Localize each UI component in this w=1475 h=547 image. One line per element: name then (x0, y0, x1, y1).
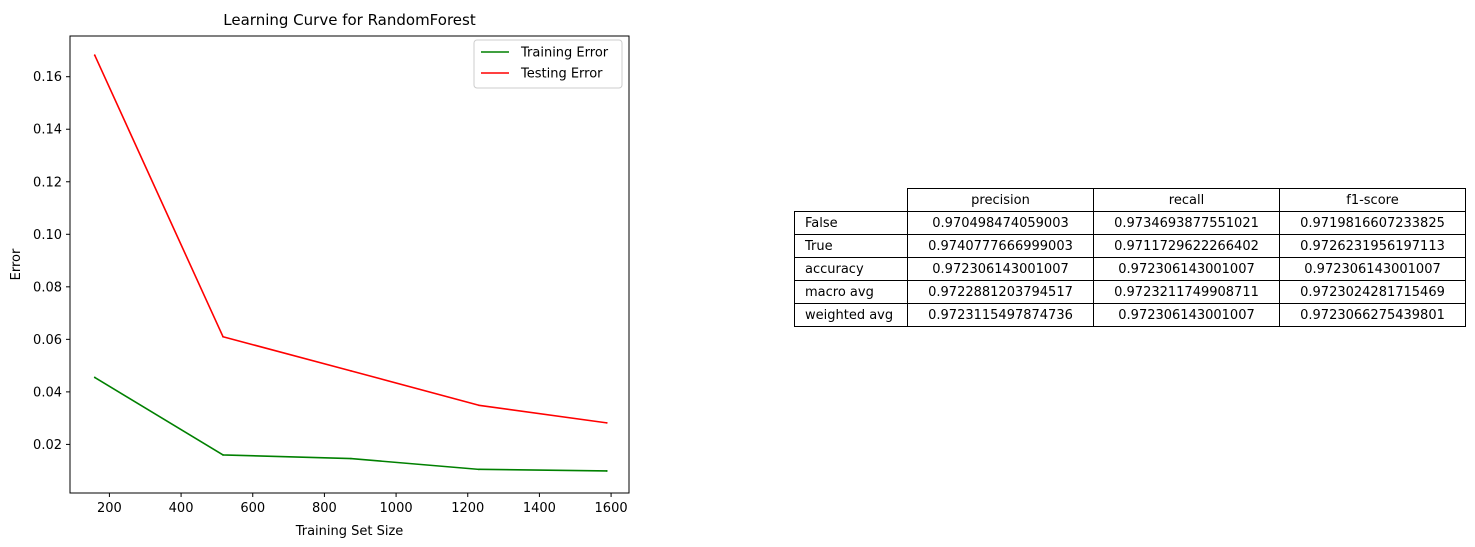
x-tick-label: 1600 (595, 501, 628, 516)
testing-error-point (477, 404, 480, 407)
table-row: accuracy 0.972306143001007 0.9723061430010… (794, 257, 1466, 281)
table-cell: 0.9726231956197113 (1279, 234, 1466, 258)
chart-title: Learning Curve for RandomForest (223, 11, 476, 29)
testing-error-legend-label: Testing Error (520, 67, 603, 82)
x-axis-title: Training Set Size (295, 524, 404, 539)
table-cell: 0.9722881203794517 (907, 280, 1094, 304)
y-tick-label: 0.08 (33, 280, 62, 295)
series-layer (93, 54, 608, 472)
table-row: macro avg 0.9722881203794517 0.97232117499… (794, 280, 1466, 304)
classification-report-table: precision recall f1-score False 0.9704984740… (794, 188, 1466, 327)
training-error-point (222, 454, 224, 456)
testing-error-point (350, 369, 352, 372)
table-cell: 0.972306143001007 (1279, 257, 1466, 281)
y-tick-label: 0.10 (33, 228, 62, 243)
table-column-header: recall (1093, 188, 1280, 212)
legend: Training Error Testing Error (473, 39, 623, 89)
table-corner-cell (795, 189, 908, 212)
y-tick-label: 0.12 (33, 175, 62, 190)
training-error-legend-label: Training Error (520, 46, 609, 61)
table-header-row: precision recall f1-score (795, 188, 1466, 212)
x-tick-label: 1400 (523, 501, 556, 516)
table-cell: 0.9723115497874736 (907, 303, 1094, 327)
table-column-header: f1-score (1279, 188, 1466, 212)
y-tick-label: 0.04 (33, 385, 62, 400)
x-tick-label: 200 (97, 501, 122, 516)
table-cell: 0.972306143001007 (1093, 303, 1280, 327)
x-tick-label: 600 (240, 501, 265, 516)
table-row-label: accuracy (794, 257, 908, 281)
table-cell: 0.9723024281715469 (1279, 280, 1466, 304)
testing-error-point (93, 54, 96, 57)
table-cell: 0.9723066275439801 (1279, 303, 1466, 327)
table-row-label: weighted avg (794, 303, 908, 327)
y-tick-label: 0.06 (33, 333, 62, 348)
table-row-label: macro avg (794, 280, 908, 304)
table-row-label: False (794, 211, 908, 235)
x-tick-label: 1200 (451, 501, 484, 516)
table-cell: 0.9734693877551021 (1093, 211, 1280, 235)
table-cell: 0.972306143001007 (1093, 257, 1280, 281)
table-row: True 0.9740777666999003 0.9711729622266402… (794, 234, 1466, 258)
table-cell: 0.970498474059003 (907, 211, 1094, 235)
table-cell: 0.9719816607233825 (1279, 211, 1466, 235)
y-axis: 0.02 0.04 0.06 0.08 0.10 0.12 0.14 0.16 (33, 70, 70, 453)
learning-curve-chart: Learning Curve for RandomForest 200 400 60… (9, 11, 630, 539)
training-error-line (94, 376, 607, 472)
y-tick-label: 0.16 (33, 70, 62, 85)
y-tick-label: 0.14 (33, 123, 62, 138)
training-error-point (605, 470, 608, 472)
testing-error-point (605, 421, 608, 424)
table-cell: 0.9711729622266402 (1093, 234, 1280, 258)
x-tick-label: 800 (312, 501, 337, 516)
table-cell: 0.972306143001007 (907, 257, 1094, 281)
legend-box (473, 39, 623, 89)
table-row-label: True (794, 234, 908, 258)
x-tick-label: 400 (169, 501, 194, 516)
table-cell: 0.9740777666999003 (907, 234, 1094, 258)
y-tick-label: 0.02 (33, 438, 62, 453)
x-tick-label: 1000 (380, 501, 413, 516)
training-error-point (93, 376, 96, 379)
table-row: weighted avg 0.9723115497874736 0.97230614… (794, 303, 1466, 327)
plot-frame (69, 35, 630, 494)
table-column-header: precision (907, 188, 1094, 212)
y-axis-title: Error (9, 248, 24, 280)
testing-error-point (222, 335, 224, 338)
testing-error-line (93, 54, 607, 424)
training-error-point (477, 468, 480, 471)
table-cell: 0.9723211749908711 (1093, 280, 1280, 304)
x-axis: 200 400 600 800 1000 1200 1400 1600 (97, 493, 628, 516)
table-row: False 0.970498474059003 0.9734693877551021… (794, 211, 1466, 235)
training-error-point (350, 457, 352, 460)
